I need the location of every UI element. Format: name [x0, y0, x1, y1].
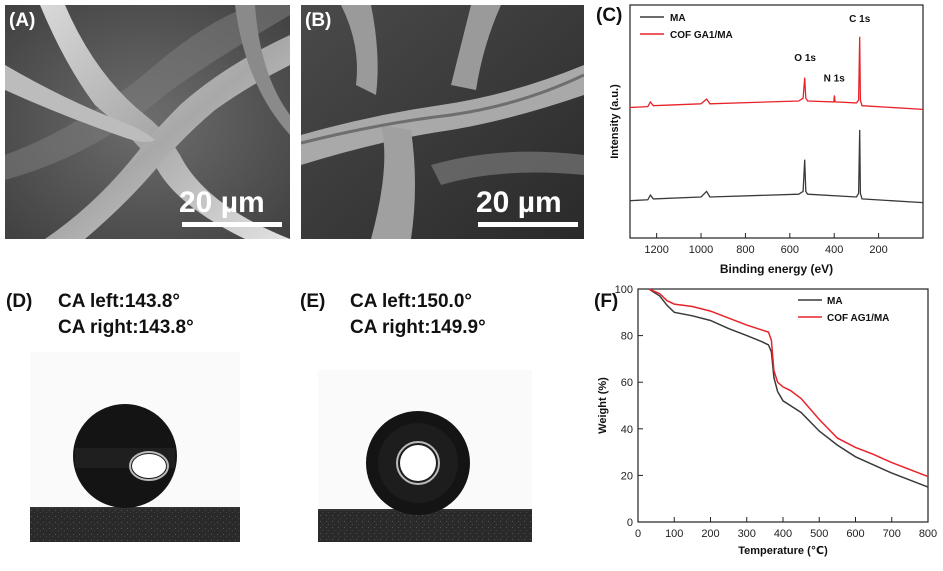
water-droplet-d — [30, 352, 240, 542]
ca-right-e: CA right:149.9° — [350, 317, 486, 338]
panel-c: 1200 1000 800 600 400 200 Binding energy (eV) I… — [590, 0, 943, 285]
series-line-f-ma — [648, 288, 929, 488]
x-tick-label-f: 400 — [774, 528, 792, 540]
y-tick-label-f: 20 — [621, 470, 633, 482]
tga-chart: 0 100 200 300 400 500 600 700 800 0 20 40 60 80 100 Tem… — [597, 284, 937, 557]
series-line-c-cof — [629, 36, 924, 111]
y-axis-label-c: Intensity (a.u.) — [609, 84, 621, 159]
x-tick-label-c: 1200 — [644, 244, 668, 256]
peak-annotation-c: C 1s — [849, 14, 871, 25]
y-tick-label-f: 100 — [615, 285, 633, 296]
y-tick-label-f: 0 — [627, 517, 633, 529]
legend-label-c: COF GA1/MA — [670, 30, 733, 41]
panel-label-a: (A) — [9, 10, 36, 31]
water-droplet-e — [318, 370, 532, 542]
sem-image-a: (A) 20 µm — [5, 5, 290, 239]
panel-label-e: (E) — [300, 291, 326, 312]
series-line-f-cof — [648, 288, 929, 478]
xps-chart: 1200 1000 800 600 400 200 Binding energy (eV) I… — [609, 4, 924, 276]
y-tick-label-f: 40 — [621, 424, 633, 436]
ca-left-d: CA left:143.8° — [58, 291, 180, 312]
sem-fiber-network-a — [5, 5, 290, 239]
x-tick-label-f: 100 — [665, 528, 683, 540]
x-tick-label-f: 500 — [810, 528, 828, 540]
series-line-c-ma — [629, 129, 924, 204]
panel-label-f: (F) — [594, 291, 619, 312]
panel-label-c: (C) — [596, 5, 623, 26]
sem-image-b: (B) 20 µm — [301, 5, 584, 239]
legend-label-f: COF AG1/MA — [827, 313, 889, 324]
x-tick-label-f: 300 — [738, 528, 756, 540]
legend-label-c: MA — [670, 13, 686, 24]
panel-f: 0 100 200 300 400 500 600 700 800 0 20 40 60 80 100 Tem… — [590, 284, 943, 566]
y-tick-label-f: 80 — [621, 331, 633, 343]
scale-bar-a — [182, 222, 282, 227]
scale-bar-label-b: 20 µm — [476, 186, 562, 219]
y-axis-label-f: Weight (%) — [597, 377, 609, 434]
y-tick-label-f: 60 — [621, 377, 633, 389]
x-tick-label-f: 600 — [846, 528, 864, 540]
droplet-image-d — [30, 352, 240, 542]
x-tick-label-c: 1000 — [689, 244, 713, 256]
x-tick-label-f: 200 — [701, 528, 719, 540]
x-axis-label-c: Binding energy (eV) — [720, 262, 833, 276]
x-axis-label-f: Temperature (℃) — [738, 545, 828, 557]
x-tick-label-c: 800 — [736, 244, 754, 256]
x-tick-label-f: 0 — [635, 528, 641, 540]
sem-fiber-network-b — [301, 5, 584, 239]
x-tick-label-f: 700 — [883, 528, 901, 540]
peak-annotation-c: N 1s — [824, 73, 846, 84]
ca-left-e: CA left:150.0° — [350, 291, 472, 312]
ca-right-d: CA right:143.8° — [58, 317, 194, 338]
legend-label-f: MA — [827, 296, 843, 307]
droplet-image-e — [318, 370, 532, 542]
plot-frame-c — [629, 4, 924, 239]
x-tick-label-c: 600 — [781, 244, 799, 256]
panel-label-d: (D) — [6, 291, 33, 312]
panel-label-b: (B) — [305, 10, 332, 31]
x-tick-label-c: 400 — [825, 244, 843, 256]
x-tick-label-c: 200 — [869, 244, 887, 256]
scale-bar-b — [478, 222, 578, 227]
peak-annotation-c: O 1s — [794, 53, 816, 64]
scale-bar-label-a: 20 µm — [179, 186, 265, 219]
x-tick-label-f: 800 — [919, 528, 937, 540]
